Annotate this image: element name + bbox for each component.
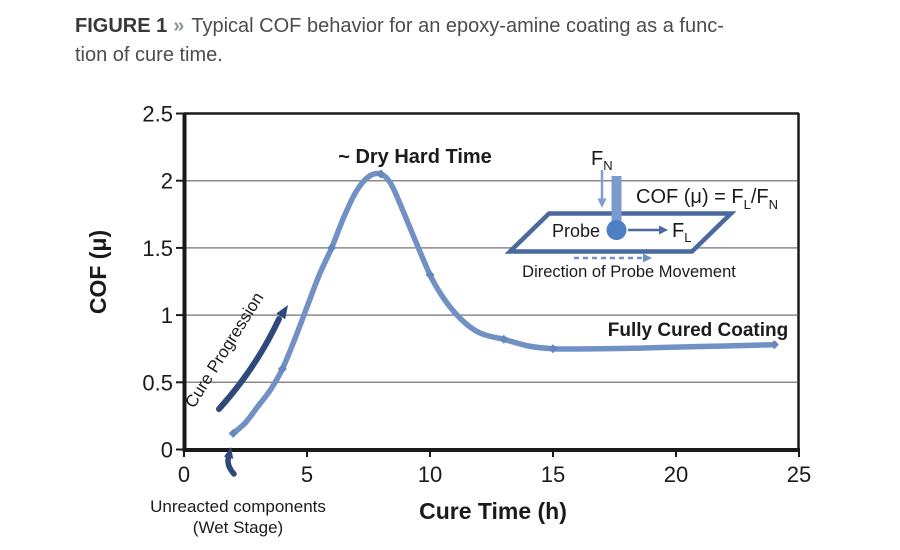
y-tick-label: 2 bbox=[161, 169, 173, 194]
formula-sub1: L bbox=[744, 197, 751, 212]
formula-sub2: N bbox=[769, 197, 778, 212]
caption-text-line1: Typical COF behavior for an epoxy-amine … bbox=[191, 15, 724, 37]
data-point-marker bbox=[548, 344, 558, 354]
cure-progression-arrow bbox=[216, 316, 282, 412]
unreacted-label-line2: (Wet Stage) bbox=[193, 518, 283, 537]
x-tick-label: 15 bbox=[541, 462, 565, 487]
fl-label: FL bbox=[672, 220, 691, 245]
x-tick-label: 10 bbox=[418, 462, 442, 487]
y-tick-label: 2.5 bbox=[142, 102, 173, 127]
fn-main: F bbox=[591, 148, 603, 170]
caption-line-1: FIGURE 1» Typical COF behavior for an epo… bbox=[75, 12, 724, 41]
y-tick-label: 0.5 bbox=[142, 370, 173, 395]
chevron-icon: » bbox=[173, 15, 185, 37]
data-point-marker bbox=[277, 364, 287, 374]
probe-inset-diagram: FN COF (μ) = FL/FN Probe FL Direction of… bbox=[504, 148, 778, 281]
fl-main: F bbox=[672, 220, 684, 242]
fn-label: FN bbox=[591, 148, 613, 173]
normal-force-arrowhead-icon bbox=[597, 198, 607, 208]
x-tick-label: 25 bbox=[787, 462, 811, 487]
cure-progression-arrowhead-icon bbox=[276, 305, 288, 320]
data-point-marker bbox=[327, 243, 337, 253]
probe-movement-arrowhead-icon bbox=[643, 253, 652, 263]
fully-cured-label: Fully Cured Coating bbox=[608, 320, 789, 341]
cof-formula: COF (μ) = FL/FN bbox=[636, 186, 778, 212]
unreacted-label-line1: Unreacted components bbox=[150, 497, 326, 516]
y-tick-label: 1.5 bbox=[142, 236, 173, 261]
data-point-marker bbox=[228, 428, 238, 438]
direction-label: Direction of Probe Movement bbox=[522, 263, 736, 281]
fn-sub: N bbox=[603, 158, 612, 173]
probe-tip-circle bbox=[606, 220, 627, 240]
cure-progression-label: Cure Progression bbox=[181, 289, 267, 411]
y-tick-label: 0 bbox=[161, 438, 173, 463]
caption-text-line2: tion of cure time. bbox=[75, 44, 223, 66]
curve-layer bbox=[228, 169, 779, 438]
lateral-force-arrowhead-icon bbox=[659, 225, 668, 235]
data-point-marker bbox=[376, 169, 386, 179]
data-point-marker bbox=[425, 270, 435, 280]
y-tick-label: 1 bbox=[161, 303, 173, 328]
y-axis-title: COF (μ) bbox=[85, 230, 111, 314]
formula-part1: COF (μ) = F bbox=[636, 186, 744, 208]
wet-stage-arrowhead-icon bbox=[224, 447, 234, 459]
dry-hard-time-label: ~ Dry Hard Time bbox=[338, 146, 492, 168]
data-point-marker bbox=[769, 340, 779, 350]
probe-shaft bbox=[611, 176, 622, 223]
x-tick-label: 5 bbox=[301, 462, 313, 487]
x-tick-label: 20 bbox=[664, 462, 688, 487]
tick-label-layer: 0 0.5 1 1.5 2 2.5 0 5 10 15 20 25 bbox=[142, 102, 811, 488]
data-point-marker bbox=[499, 334, 509, 344]
figure-caption: FIGURE 1» Typical COF behavior for an epo… bbox=[75, 12, 724, 70]
probe-label: Probe bbox=[552, 221, 600, 241]
formula-part2: /F bbox=[751, 186, 769, 208]
figure-label: FIGURE 1 bbox=[75, 15, 168, 37]
x-tick-label: 0 bbox=[178, 462, 190, 487]
fl-sub: L bbox=[684, 230, 691, 245]
x-axis-title: Cure Time (h) bbox=[419, 498, 567, 524]
